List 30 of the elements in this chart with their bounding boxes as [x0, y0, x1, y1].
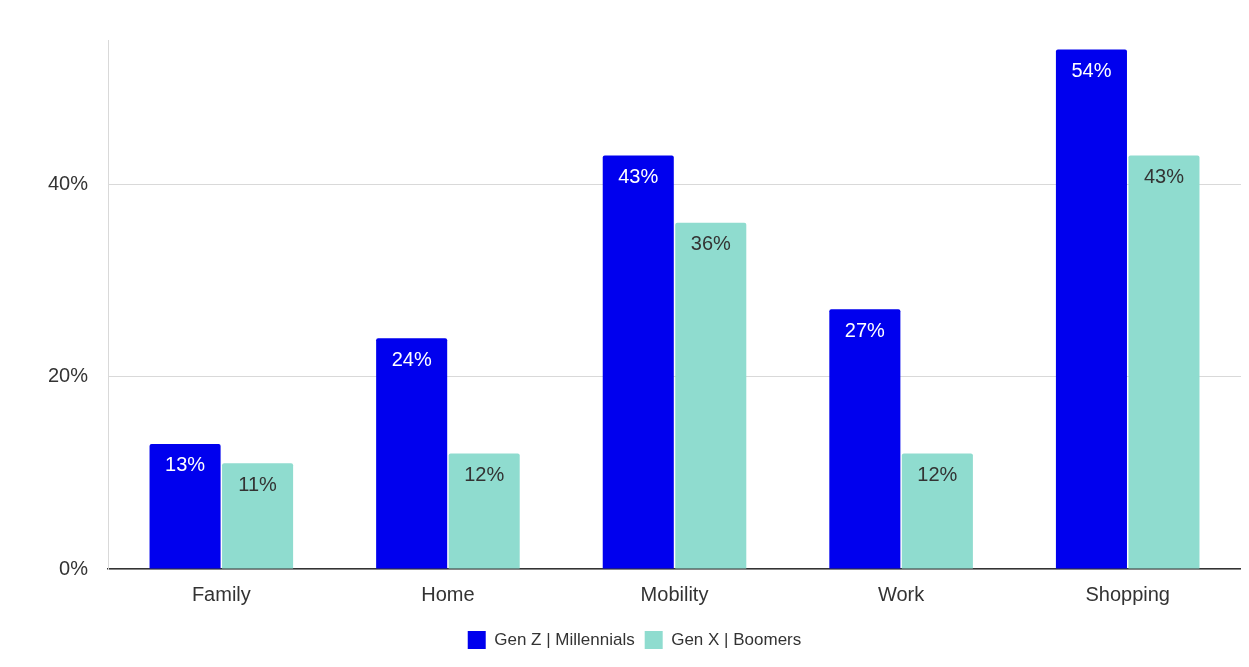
legend-label: Gen X | Boomers [671, 629, 802, 649]
data-label: 43% [1143, 164, 1185, 187]
data-label: 13% [165, 453, 206, 476]
x-tick-label: Work [877, 582, 926, 605]
legend-label: Gen Z | Millennials [494, 629, 635, 649]
y-tick-label: 40% [48, 171, 89, 194]
data-label: 11% [238, 472, 278, 495]
bar [222, 463, 294, 569]
bar [1128, 155, 1200, 569]
bar [149, 443, 221, 569]
x-tick-label: Shopping [1085, 582, 1170, 605]
bar [448, 453, 520, 569]
x-tick-label: Family [191, 582, 251, 605]
y-tick-label: 0% [59, 556, 89, 579]
data-label: 12% [917, 463, 958, 486]
data-label: 12% [464, 463, 505, 486]
bar [675, 222, 747, 569]
data-label: 36% [690, 232, 731, 255]
bar [602, 155, 674, 569]
data-label: 43% [618, 164, 659, 187]
bar [1055, 49, 1127, 569]
x-tick-label: Home [421, 582, 475, 605]
data-label: 54% [1071, 59, 1112, 82]
data-label: 27% [844, 318, 886, 341]
bar [829, 309, 901, 569]
bar [901, 453, 973, 569]
y-tick-label: 20% [48, 364, 89, 387]
data-label: 24% [391, 347, 432, 370]
bar [376, 338, 448, 569]
x-tick-label: Mobility [640, 582, 709, 605]
